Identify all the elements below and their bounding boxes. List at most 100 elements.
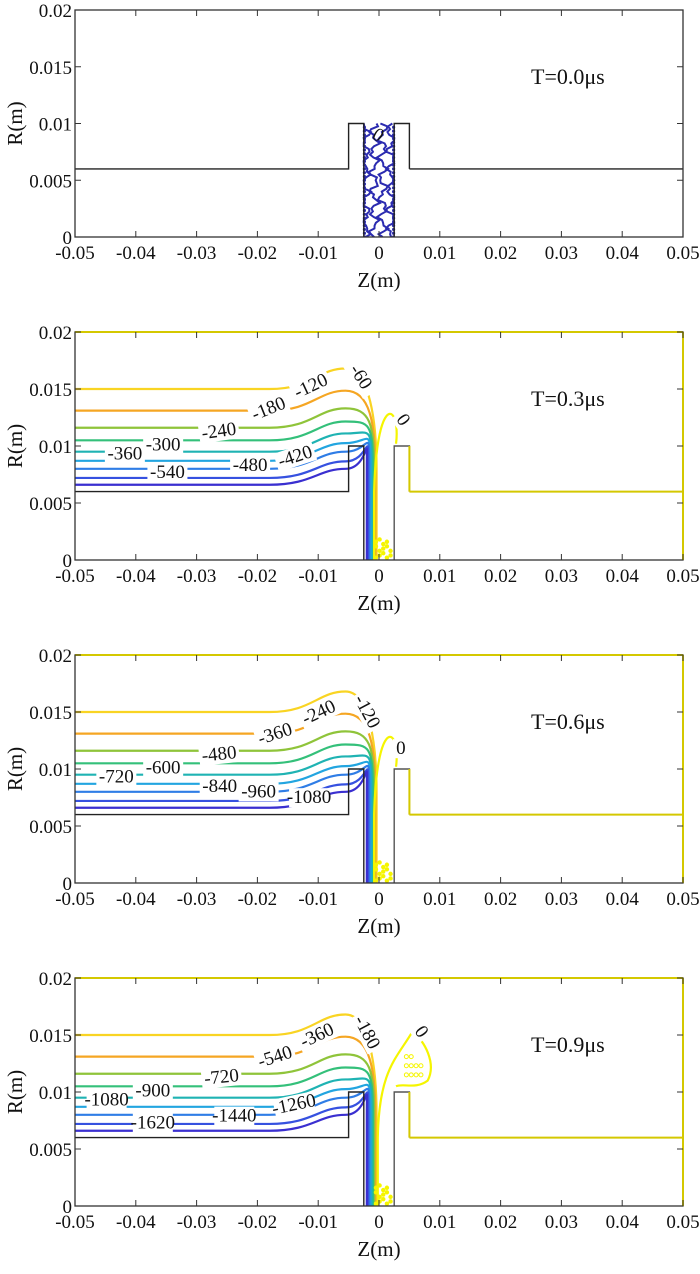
contour-speckle xyxy=(384,867,390,872)
contour-line--360 xyxy=(75,1035,377,1206)
contour-speckle xyxy=(413,1063,419,1069)
contour-line--180 xyxy=(75,1013,378,1206)
contour-speckle xyxy=(408,1063,414,1069)
contour-speckle xyxy=(373,555,379,560)
contour-label-bg xyxy=(96,767,137,787)
contour-line--180 xyxy=(75,407,376,560)
contour-speckle xyxy=(377,860,382,865)
x-axis-label: Z(m) xyxy=(357,268,400,292)
y-tick-label: 0.015 xyxy=(29,1026,72,1047)
x-tick-label: -0.02 xyxy=(238,243,278,264)
contour-label: -1440 xyxy=(212,1106,256,1127)
x-tick-label: 0 xyxy=(374,243,384,264)
y-tick-label: 0 xyxy=(63,874,73,895)
x-tick-label: 0.01 xyxy=(423,566,456,587)
x-tick-label: -0.02 xyxy=(238,1212,278,1233)
contour-speckle xyxy=(418,1063,424,1069)
contour-label-bg xyxy=(390,408,416,433)
x-tick-label: 0.01 xyxy=(423,243,456,264)
x-tick-label: -0.05 xyxy=(55,566,95,587)
contour-speckle xyxy=(381,864,386,870)
contour-label-bg xyxy=(253,1041,298,1073)
contour-label-bg xyxy=(349,689,385,734)
contour-speckle xyxy=(381,550,386,556)
contour-line--720 xyxy=(75,1066,375,1206)
contour-label: -420 xyxy=(275,441,315,472)
contour-line--120 xyxy=(75,389,377,560)
contour-speckle xyxy=(381,1192,386,1197)
electrode-right-inner xyxy=(393,122,411,237)
contour-label: -600 xyxy=(146,758,181,779)
y-axis-label: R(m) xyxy=(3,101,27,145)
contour-label-bg xyxy=(104,444,145,464)
time-annotation: T=0.3μs xyxy=(531,386,605,411)
y-tick-label: 0.01 xyxy=(39,760,72,781)
x-axis-label: Z(m) xyxy=(357,1237,400,1261)
x-tick-label: 0.02 xyxy=(484,889,517,910)
contour-label: -900 xyxy=(135,1081,170,1102)
contour-speckle xyxy=(373,544,379,549)
contour-speckle xyxy=(373,867,379,872)
time-annotation: T=0.0μs xyxy=(531,64,605,89)
x-tick-label: -0.05 xyxy=(55,889,95,910)
x-tick-label: -0.03 xyxy=(177,889,217,910)
electrode-left xyxy=(75,122,365,237)
contour-speckle xyxy=(373,878,379,883)
contour-line--120 xyxy=(75,690,378,883)
contour-label-bg xyxy=(296,695,342,730)
contour-label-bg xyxy=(294,1018,340,1053)
x-tick-label: 0.02 xyxy=(484,1212,517,1233)
x-tick-label: -0.01 xyxy=(298,1212,338,1233)
time-annotation: T=0.9μs xyxy=(531,1032,605,1057)
electrode-right-inner xyxy=(393,1091,411,1206)
y-tick-label: 0.005 xyxy=(29,171,72,192)
x-tick-label: -0.05 xyxy=(55,1212,95,1233)
x-tick-label: 0.04 xyxy=(606,243,640,264)
contour-label: -180 xyxy=(249,393,289,426)
contour-speckle xyxy=(377,548,382,554)
x-axis-label: Z(m) xyxy=(357,914,400,938)
chart-panel-2: -0.05 -0.04 -0.03 -0.02 -0.01 0 0.01 0.02 0.03 0.… xyxy=(3,323,700,615)
contour-label-bg xyxy=(349,1010,385,1055)
x-tick-label: 0.03 xyxy=(545,1212,578,1233)
contour-speckle xyxy=(384,539,390,544)
y-tick-label: 0 xyxy=(63,551,73,572)
contour-speckle xyxy=(408,1054,414,1060)
contour-line--480 xyxy=(75,743,375,883)
contour-label-bg xyxy=(199,776,240,796)
x-tick-label: 0.04 xyxy=(606,889,640,910)
contour-speckle xyxy=(377,553,382,558)
x-tick-label: 0 xyxy=(374,566,384,587)
contour-speckle xyxy=(384,862,390,867)
x-tick-label: 0.03 xyxy=(545,566,578,587)
contour-label: -360 xyxy=(255,719,295,750)
x-tick-label: 0.04 xyxy=(606,1212,640,1233)
contour-speckle xyxy=(377,1199,382,1204)
y-axis-label: R(m) xyxy=(3,424,27,468)
electrode-left xyxy=(75,768,365,883)
contour-speckle xyxy=(377,1194,382,1200)
contour-speckle xyxy=(373,862,379,867)
x-tick-label: -0.01 xyxy=(298,243,338,264)
contour-line--240 xyxy=(75,420,375,560)
y-tick-label: 0.015 xyxy=(29,58,72,79)
contour-label: -540 xyxy=(255,1042,295,1073)
contour-line-0 xyxy=(373,412,398,560)
contour-line--1620 xyxy=(75,1093,369,1206)
contour-speckle xyxy=(403,1063,409,1069)
contour-label: -240 xyxy=(200,419,237,445)
contour-speckle xyxy=(413,1072,419,1078)
y-tick-label: 0.02 xyxy=(39,323,72,344)
contour-speckle xyxy=(373,539,379,544)
y-tick-label: 0 xyxy=(63,1197,73,1218)
y-tick-label: 0.005 xyxy=(29,817,72,838)
x-tick-label: -0.04 xyxy=(116,889,156,910)
y-tick-label: 0.005 xyxy=(29,1140,72,1161)
y-tick-label: 0 xyxy=(63,228,73,249)
contour-label-bg xyxy=(392,739,409,759)
contour-speckle xyxy=(388,548,393,554)
x-tick-label: 0.02 xyxy=(484,566,517,587)
contour-label: -840 xyxy=(202,776,237,797)
contour-label: -1260 xyxy=(270,1090,318,1120)
chart-panel-1: -0.05 -0.04 -0.03 -0.02 -0.01 0 0.01 0.02 0.03 0.… xyxy=(3,1,700,292)
